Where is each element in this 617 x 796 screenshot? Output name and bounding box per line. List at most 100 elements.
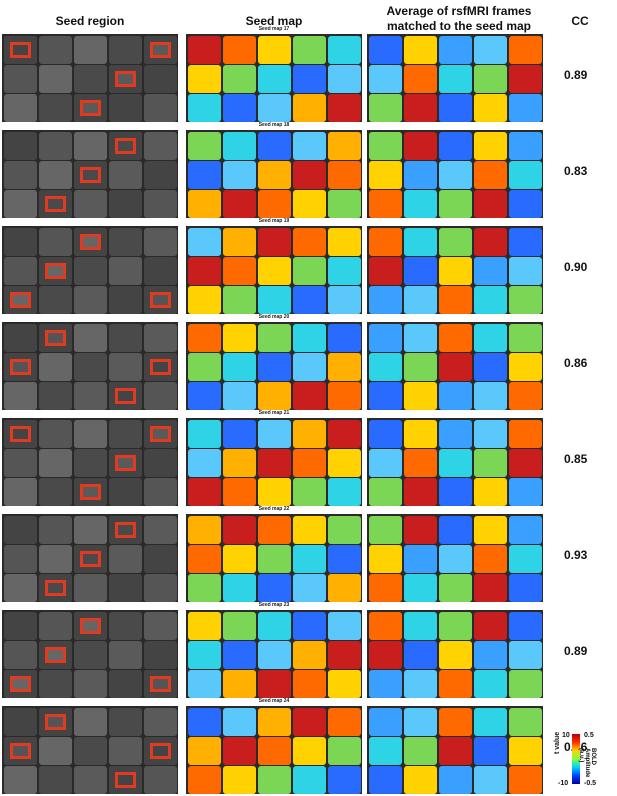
- brain-slice-heatmap: [369, 65, 402, 93]
- brain-slice-heatmap: [188, 324, 221, 352]
- brain-slice-gray: [4, 132, 37, 160]
- brain-slice-gray: [144, 190, 177, 218]
- brain-slice-heatmap: [223, 737, 256, 765]
- brain-slice-heatmap: [509, 545, 542, 573]
- brain-slice-heatmap: [509, 478, 542, 506]
- brain-slice-heatmap: [258, 449, 291, 477]
- brain-slice-gray: [144, 708, 177, 736]
- seed-region-panel: [2, 514, 178, 602]
- brain-slice-gray: [39, 574, 72, 602]
- brain-slice-heatmap: [404, 286, 437, 314]
- brain-slice-heatmap: [328, 545, 361, 573]
- brain-slice-heatmap: [369, 286, 402, 314]
- brain-slice-heatmap: [188, 382, 221, 410]
- brain-slice-heatmap: [509, 641, 542, 669]
- seed-map-panel: [186, 34, 362, 122]
- brain-slice-heatmap: [439, 670, 472, 698]
- brain-slice-heatmap: [188, 228, 221, 256]
- brain-slice-heatmap: [328, 36, 361, 64]
- brain-slice-heatmap: [474, 766, 507, 794]
- colorbar-gradient: [572, 734, 580, 784]
- brain-slice-heatmap: [258, 353, 291, 381]
- brain-slice-heatmap: [474, 478, 507, 506]
- seed-map-panel: [186, 322, 362, 410]
- brain-slice-gray: [4, 516, 37, 544]
- brain-slice-gray: [144, 353, 177, 381]
- brain-slice-gray: [109, 449, 142, 477]
- brain-slice-heatmap: [188, 65, 221, 93]
- brain-slice-heatmap: [369, 708, 402, 736]
- brain-slice-gray: [109, 766, 142, 794]
- brain-slice-heatmap: [223, 612, 256, 640]
- brain-slice-gray: [39, 449, 72, 477]
- brain-slice-heatmap: [258, 228, 291, 256]
- brain-slice-gray: [74, 286, 107, 314]
- brain-slice-heatmap: [188, 420, 221, 448]
- brain-slice-heatmap: [293, 36, 326, 64]
- brain-slice-gray: [74, 420, 107, 448]
- brain-slice-heatmap: [258, 132, 291, 160]
- brain-slice-gray: [109, 382, 142, 410]
- brain-slice-heatmap: [223, 36, 256, 64]
- brain-slice-heatmap: [188, 766, 221, 794]
- seed-map-title: Seed map 24: [258, 698, 290, 704]
- colorbar-tval-max: 10: [562, 732, 570, 739]
- brain-slice-gray: [4, 708, 37, 736]
- brain-slice-gray: [144, 65, 177, 93]
- brain-slice-gray: [39, 708, 72, 736]
- header-cc: CC: [571, 14, 589, 28]
- brain-slice-heatmap: [223, 65, 256, 93]
- brain-slice-heatmap: [223, 257, 256, 285]
- brain-slice-heatmap: [509, 708, 542, 736]
- brain-slice-gray: [74, 737, 107, 765]
- brain-slice-gray: [4, 574, 37, 602]
- brain-slice-heatmap: [188, 516, 221, 544]
- brain-slice-gray: [39, 382, 72, 410]
- brain-slice-heatmap: [223, 286, 256, 314]
- brain-slice-heatmap: [328, 228, 361, 256]
- brain-slice-heatmap: [369, 161, 402, 189]
- brain-slice-heatmap: [258, 65, 291, 93]
- brain-slice-heatmap: [293, 420, 326, 448]
- brain-slice-heatmap: [258, 641, 291, 669]
- average-frames-panel: [367, 34, 543, 122]
- figure-row: Seed map 18 0.83: [0, 122, 617, 220]
- brain-slice-gray: [144, 478, 177, 506]
- brain-slice-heatmap: [404, 574, 437, 602]
- brain-slice-heatmap: [404, 641, 437, 669]
- brain-slice-heatmap: [223, 161, 256, 189]
- average-frames-panel: [367, 226, 543, 314]
- brain-slice-heatmap: [293, 478, 326, 506]
- colorbar-bold-max: 0.5: [584, 732, 594, 739]
- brain-slice-gray: [39, 190, 72, 218]
- brain-slice-heatmap: [404, 420, 437, 448]
- brain-slice-gray: [74, 708, 107, 736]
- colorbar: 10 -10 0.5 -0.5 t value BOLD Amplitude (…: [554, 732, 617, 790]
- brain-slice-heatmap: [404, 478, 437, 506]
- brain-slice-heatmap: [404, 65, 437, 93]
- brain-slice-gray: [144, 132, 177, 160]
- brain-slice-heatmap: [188, 478, 221, 506]
- brain-slice-heatmap: [328, 324, 361, 352]
- brain-slice-gray: [39, 94, 72, 122]
- brain-slice-heatmap: [258, 766, 291, 794]
- brain-slice-heatmap: [474, 36, 507, 64]
- cc-value: 0.86: [564, 356, 588, 370]
- brain-slice-gray: [144, 545, 177, 573]
- brain-slice-gray: [109, 516, 142, 544]
- brain-slice-heatmap: [439, 94, 472, 122]
- seed-map-panel: [186, 130, 362, 218]
- brain-slice-heatmap: [509, 574, 542, 602]
- brain-slice-heatmap: [439, 228, 472, 256]
- brain-slice-heatmap: [439, 641, 472, 669]
- brain-slice-heatmap: [369, 324, 402, 352]
- brain-slice-gray: [74, 516, 107, 544]
- brain-slice-gray: [109, 737, 142, 765]
- figure-row: Seed map 22 0.93: [0, 506, 617, 604]
- brain-slice-gray: [74, 94, 107, 122]
- brain-slice-heatmap: [223, 574, 256, 602]
- average-frames-panel: [367, 322, 543, 410]
- brain-slice-gray: [74, 545, 107, 573]
- brain-slice-gray: [39, 545, 72, 573]
- brain-slice-gray: [4, 737, 37, 765]
